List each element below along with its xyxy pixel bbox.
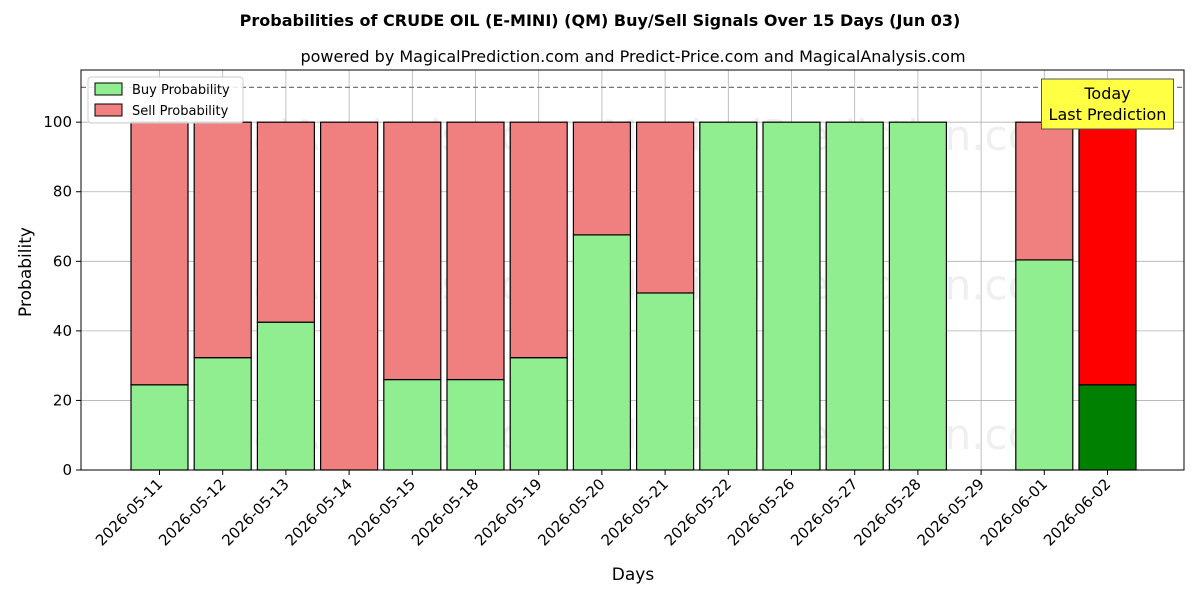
y-tick-label: 80	[53, 183, 72, 201]
y-tick-label: 100	[43, 113, 72, 131]
y-tick-label: 40	[53, 322, 72, 340]
bar-sell-2026-05-18	[446, 121, 505, 381]
y-tick-label: 60	[53, 252, 72, 270]
bar-buy-2026-05-19	[509, 357, 568, 471]
y-axis-label: Probability	[16, 227, 36, 317]
legend-swatch-buy	[94, 82, 123, 96]
x-tick-label: 2026-06-02	[1040, 475, 1114, 549]
bar-sell-2026-05-20	[572, 121, 632, 236]
bar-buy-2026-06-02	[1078, 384, 1137, 471]
bar-buy-2026-05-21	[635, 292, 695, 471]
bar-buy-2026-05-12	[193, 357, 252, 471]
bar-buy-2026-06-01	[1015, 259, 1074, 471]
legend-swatch-sell	[94, 103, 123, 117]
x-tick-label: 2026-05-26	[724, 475, 798, 549]
x-axis-label: Days	[612, 565, 655, 585]
bar-sell-2026-05-13	[256, 121, 315, 323]
chart-subtitle: powered by MagicalPrediction.com and Pre…	[300, 47, 965, 66]
bar-sell-2026-06-02	[1078, 121, 1137, 386]
bar-buy-2026-05-13	[256, 321, 315, 471]
plot-area: MagicalAnalysis.comMagicalPrediction.com…	[43, 69, 1185, 549]
axes-frame	[80, 69, 1185, 471]
bar-buy-2026-05-26	[762, 121, 821, 471]
x-tick-label: 2026-05-14	[282, 475, 356, 549]
bar-buy-2026-05-20	[572, 234, 632, 471]
x-tick-label: 2026-05-22	[661, 475, 735, 549]
bar-sell-2026-05-19	[509, 121, 568, 359]
legend: Buy Probability Sell Probability	[87, 76, 244, 124]
y-tick-label: 0	[62, 461, 72, 479]
bar-buy-2026-05-11	[130, 384, 189, 471]
bar-sell-2026-05-14	[320, 121, 379, 471]
legend-box	[87, 76, 244, 124]
x-tick-label: 2026-05-11	[92, 475, 166, 549]
x-tick-label: 2026-06-01	[977, 475, 1051, 549]
x-tick-label: 2026-05-21	[598, 475, 672, 549]
x-tick-label: 2026-05-12	[155, 475, 229, 549]
bar-sell-2026-05-15	[383, 121, 442, 381]
annotation-line: Today	[1083, 84, 1130, 103]
bar-buy-2026-05-28	[888, 121, 948, 471]
x-tick-label: 2026-05-27	[787, 475, 861, 549]
bar-buy-2026-05-22	[699, 121, 758, 471]
annotation-line: Last Prediction	[1049, 105, 1167, 124]
x-tick-label: 2026-05-29	[914, 475, 988, 549]
x-tick-label: 2026-05-13	[218, 475, 292, 549]
bar-sell-2026-05-21	[635, 121, 695, 294]
bar-buy-2026-05-18	[446, 378, 505, 471]
legend-label-sell: Sell Probability	[132, 104, 229, 119]
bar-buy-2026-05-27	[825, 121, 884, 471]
bar-sell-2026-05-11	[130, 121, 189, 386]
chart-title: Probabilities of CRUDE OIL (E-MINI) (QM)…	[240, 11, 961, 30]
x-tick-label: 2026-05-19	[471, 475, 545, 549]
x-tick-label: 2026-05-28	[850, 475, 924, 549]
x-tick-label: 2026-05-20	[534, 475, 608, 549]
x-tick-label: 2026-05-15	[345, 475, 419, 549]
legend-label-buy: Buy Probability	[132, 83, 230, 98]
y-tick-label: 20	[53, 391, 72, 409]
x-tick-label: 2026-05-18	[408, 475, 482, 549]
annotation-box	[1041, 78, 1174, 130]
bar-sell-2026-06-01	[1015, 121, 1074, 261]
bar-buy-2026-05-15	[383, 378, 442, 471]
bar-sell-2026-05-12	[193, 121, 252, 359]
